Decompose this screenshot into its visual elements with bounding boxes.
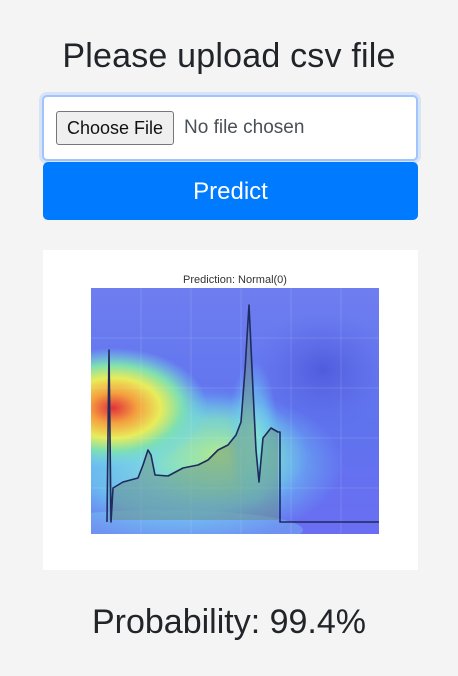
choose-file-button[interactable]: Choose File <box>56 111 175 145</box>
heatmap-plot: Prediction: Normal(0) <box>91 274 379 534</box>
plot-title: Prediction: Normal(0) <box>183 274 287 286</box>
file-input[interactable]: Choose File No file chosen <box>42 95 418 161</box>
heatmap-area <box>91 288 379 534</box>
file-status-text: No file chosen <box>184 117 305 138</box>
prediction-result-image: Prediction: Normal(0) <box>43 250 418 570</box>
predict-button[interactable]: Predict <box>43 162 418 220</box>
probability-text: Probability: 99.4% <box>91 603 367 641</box>
page-title: Please upload csv file <box>62 37 396 75</box>
